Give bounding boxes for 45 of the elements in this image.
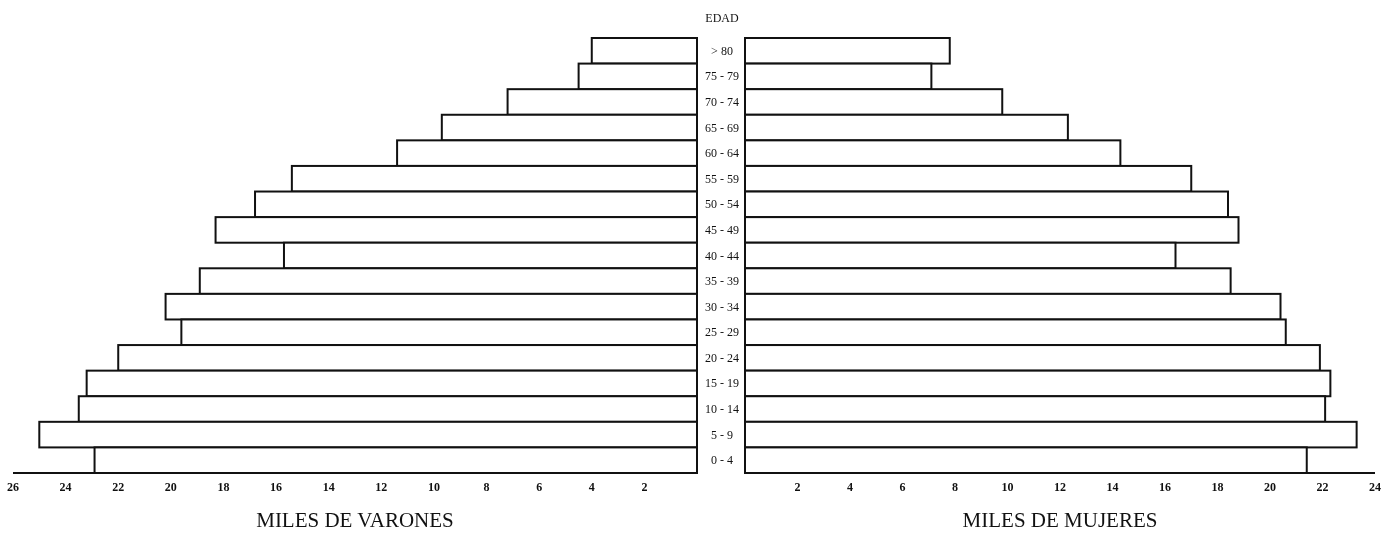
y-tick-label: 40 - 44 [705, 248, 739, 263]
x-tick-label: 12 [1054, 480, 1066, 494]
y-tick-label: 60 - 64 [705, 146, 739, 161]
x-tick-label: 14 [1106, 480, 1119, 494]
y-tick-label: 50 - 54 [705, 197, 739, 212]
y-tick-label: 70 - 74 [705, 94, 739, 109]
y-tick-label: 75 - 79 [705, 69, 739, 84]
x-tick-label: 8 [483, 480, 490, 494]
x-tick-label: 18 [1211, 480, 1224, 494]
y-tick-label: 0 - 4 [711, 453, 733, 468]
x-tick-label: 20 [164, 480, 177, 494]
x-tick-label: 4 [847, 480, 853, 494]
y-tick-label: 45 - 49 [705, 222, 739, 237]
x-axis-title: MILES DE VARONES [256, 508, 454, 532]
y-tick-label: > 80 [711, 43, 733, 58]
y-tick-label: 35 - 39 [705, 274, 739, 289]
x-tick-label: 6 [536, 480, 543, 494]
x-tick-label: 16 [1159, 480, 1171, 494]
y-tick-label: 30 - 34 [705, 299, 739, 314]
x-tick-label: 14 [322, 480, 335, 494]
x-tick-label: 22 [112, 480, 125, 494]
x-tick-label: 2 [794, 480, 801, 494]
y-tick-label: 25 - 29 [705, 325, 739, 340]
x-tick-label: 6 [899, 480, 906, 494]
x-tick-label: 2 [641, 480, 648, 494]
x-tick-label: 26 [7, 480, 19, 494]
y-tick-label: 15 - 19 [705, 376, 739, 391]
y-tick-label: 5 - 9 [711, 427, 733, 442]
y-axis-title: EDAD [705, 11, 739, 25]
y-tick-label: 20 - 24 [705, 350, 739, 365]
x-tick-label: 8 [952, 480, 958, 494]
y-tick-label: 55 - 59 [705, 171, 739, 186]
x-tick-label: 24 [1369, 480, 1381, 494]
x-tick-label: 4 [588, 480, 595, 494]
x-tick-label: 16 [270, 480, 283, 494]
x-tick-label: 22 [1316, 480, 1329, 494]
x-tick-label: 24 [59, 480, 72, 494]
x-tick-label: 10 [1001, 480, 1014, 494]
y-tick-label: 10 - 14 [705, 402, 739, 417]
x-axis-title: MILES DE MUJERES [962, 508, 1158, 532]
x-tick-label: 10 [427, 480, 440, 494]
x-tick-label: 20 [1264, 480, 1276, 494]
x-tick-label: 12 [375, 480, 388, 494]
x-tick-label: 18 [217, 480, 230, 494]
y-tick-label: 65 - 69 [705, 120, 739, 135]
